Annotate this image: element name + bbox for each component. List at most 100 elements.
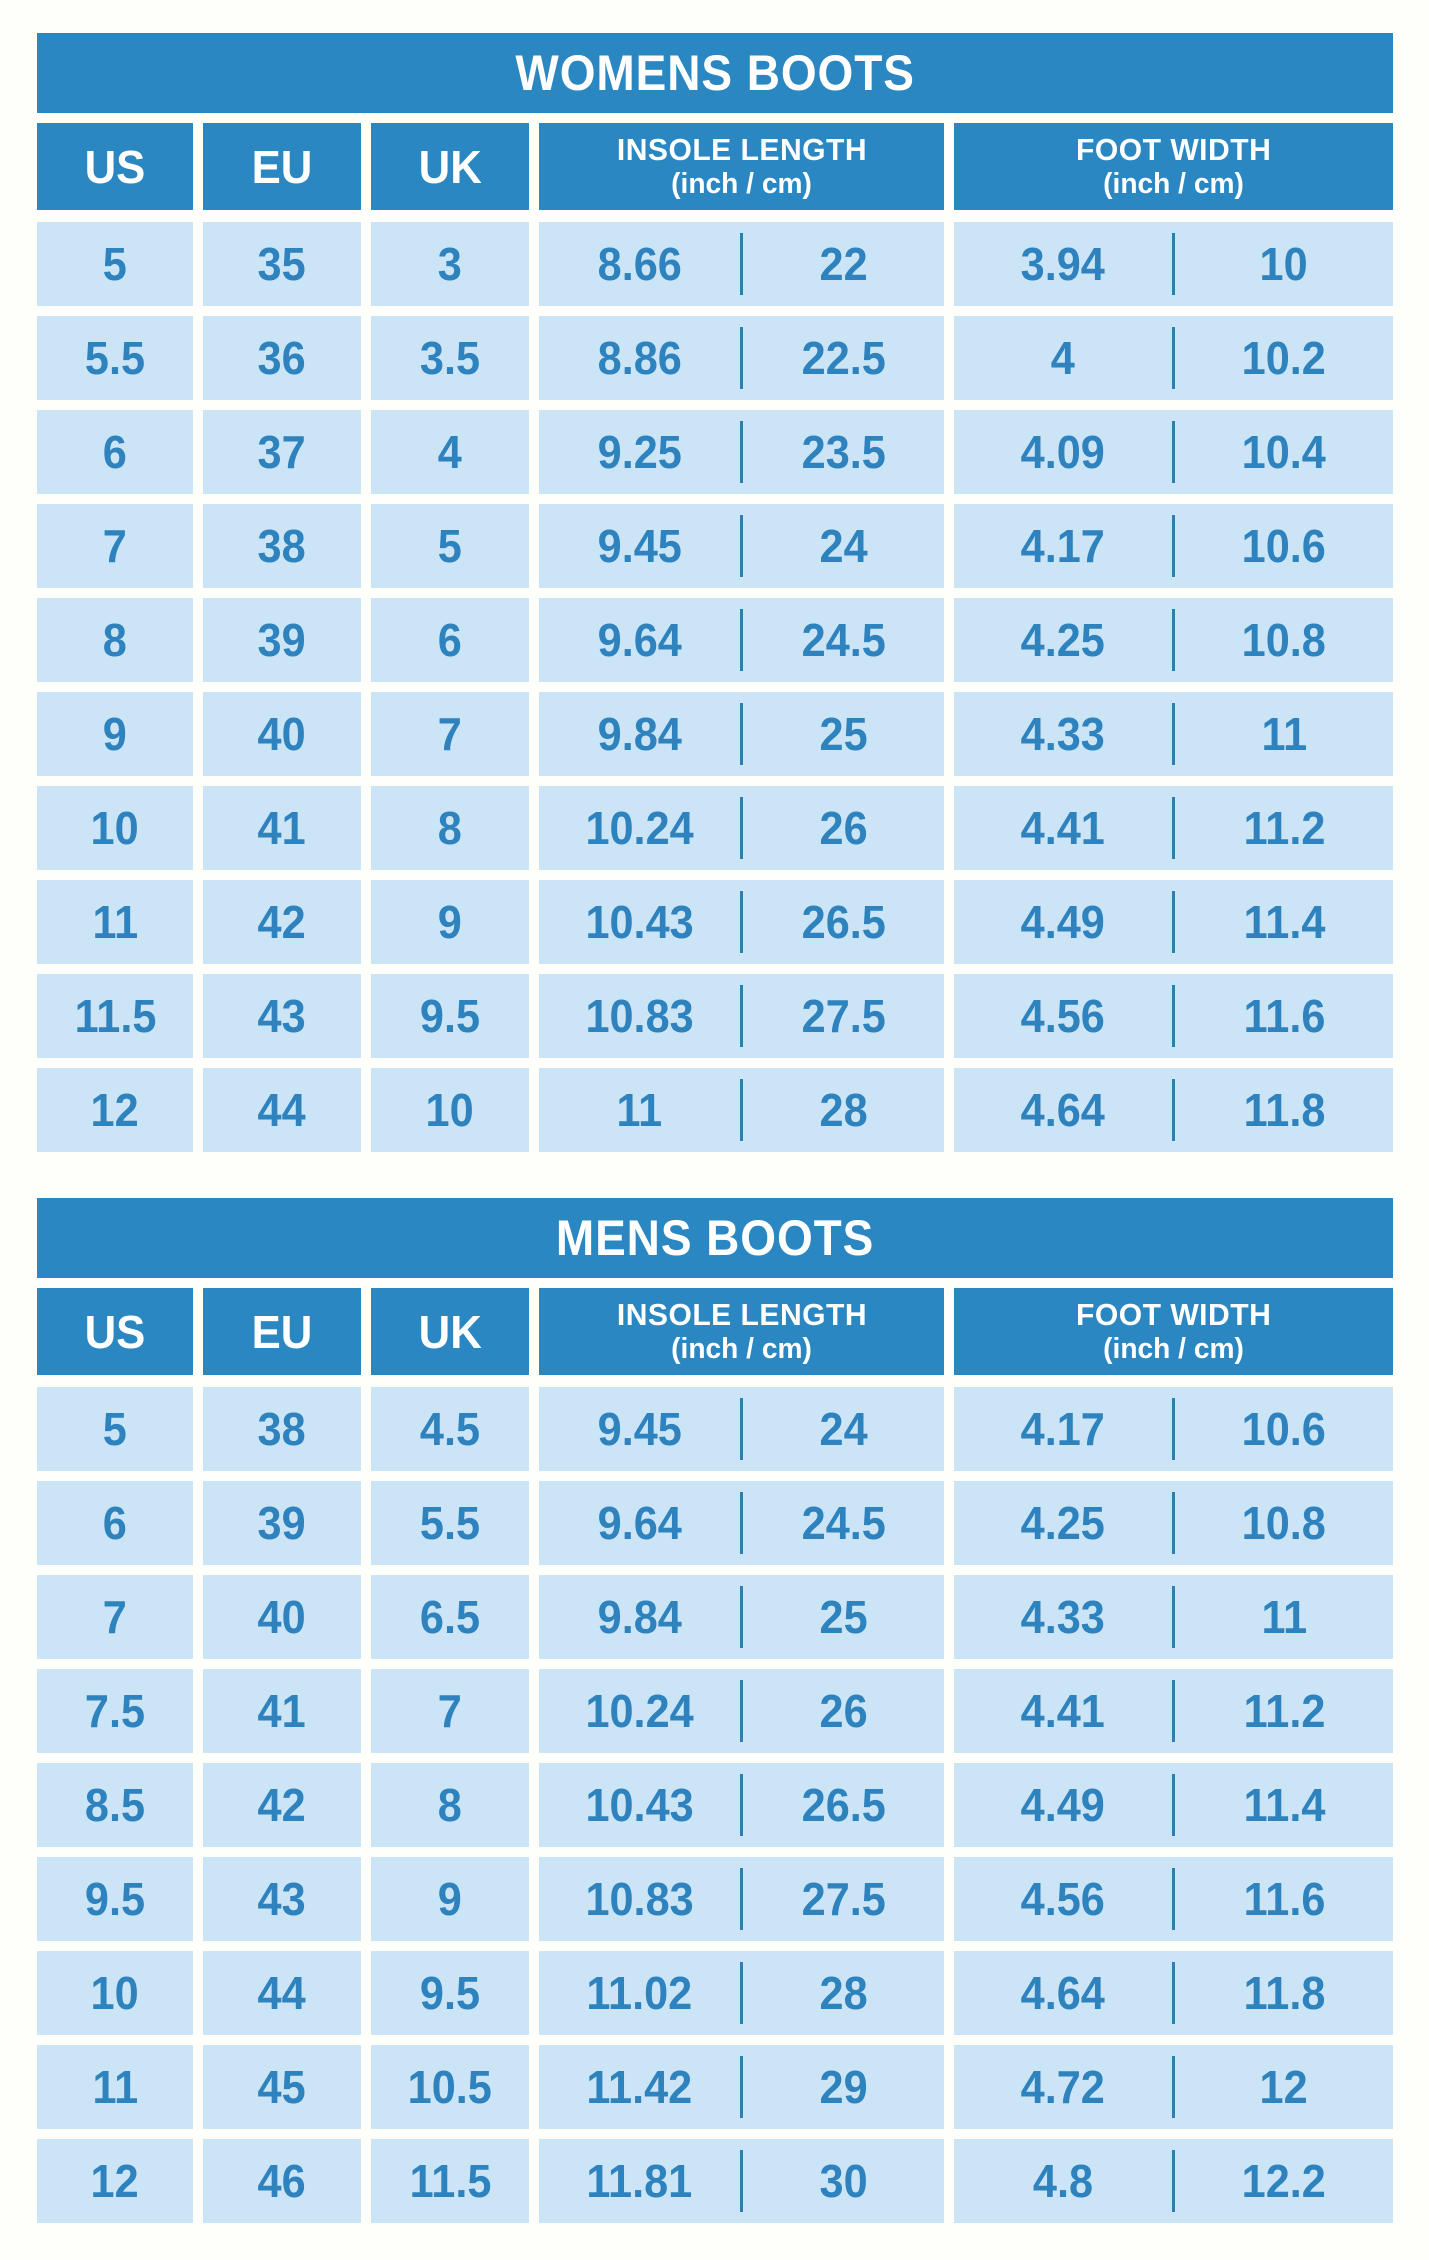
size-row: 5 35 3 8.66 22 3.94 10	[37, 222, 1393, 306]
womens-boots-table: WOMENS BOOTS US EU UK INSOLE LENGTH (inc…	[37, 33, 1393, 1162]
cell-divider	[740, 985, 743, 1047]
width-inch-value: 4.09	[1020, 426, 1106, 478]
foot-width-cell: 4.17 10.6	[954, 504, 1393, 588]
eu-size-cell: 36	[203, 316, 361, 400]
foot-width-cell: 4.33 11	[954, 692, 1393, 776]
uk-size-cell: 7	[371, 692, 529, 776]
insole-length-cell: 11.02 28	[539, 1951, 944, 2035]
cell-divider	[740, 797, 743, 859]
column-header-uk: UK	[371, 123, 529, 210]
uk-size-cell: 9	[371, 880, 529, 964]
width-inch-value: 4.56	[1020, 1873, 1106, 1925]
width-inch-value: 4.49	[1020, 1779, 1106, 1831]
eu-size-cell: 38	[203, 504, 361, 588]
cell-divider	[740, 1774, 743, 1836]
eu-size-cell: 39	[203, 1481, 361, 1565]
insole-inch-value: 9.45	[597, 520, 682, 572]
eu-size-cell: 43	[203, 974, 361, 1058]
cell-divider	[1172, 515, 1175, 577]
insole-length-cell: 11 28	[539, 1068, 944, 1152]
width-inch-value: 4.72	[1020, 2061, 1106, 2113]
width-inch-value: 4.64	[1020, 1084, 1106, 1136]
us-size-cell: 5	[37, 1387, 193, 1471]
cell-divider	[740, 891, 743, 953]
width-cm-value: 11.6	[1243, 990, 1325, 1042]
insole-inch-value: 10.43	[585, 896, 694, 948]
width-inch-value: 4.33	[1020, 708, 1106, 760]
us-size-cell: 7	[37, 1575, 193, 1659]
womens-table-title: WOMENS BOOTS	[515, 45, 915, 101]
cell-divider	[1172, 2056, 1175, 2118]
uk-size-cell: 7	[371, 1669, 529, 1753]
width-cm-value: 10.6	[1241, 520, 1327, 572]
cell-divider	[740, 1680, 743, 1742]
insole-length-cell: 9.45 24	[539, 504, 944, 588]
insole-cm-value: 26	[819, 802, 868, 854]
size-row: 11.5 43 9.5 10.83 27.5 4.56 11.6	[37, 974, 1393, 1058]
insole-cm-value: 25	[819, 1591, 868, 1643]
width-cm-value: 10.8	[1241, 1497, 1327, 1549]
foot-width-cell: 4.33 11	[954, 1575, 1393, 1659]
eu-size-cell: 41	[203, 786, 361, 870]
size-row: 11 42 9 10.43 26.5 4.49 11.4	[37, 880, 1393, 964]
cell-divider	[1172, 1962, 1175, 2024]
insole-cm-value: 24	[819, 520, 868, 572]
cell-divider	[1172, 985, 1175, 1047]
column-header-eu: EU	[203, 123, 361, 210]
eu-size-cell: 40	[203, 692, 361, 776]
us-size-cell: 11	[37, 2045, 193, 2129]
cell-divider	[740, 233, 743, 295]
width-cm-value: 11.8	[1243, 1967, 1325, 2019]
insole-cm-value: 23.5	[801, 426, 886, 478]
insole-cm-value: 26.5	[801, 896, 886, 948]
insole-length-cell: 10.43 26.5	[539, 880, 944, 964]
insole-inch-value: 10.83	[585, 990, 694, 1042]
us-size-cell: 10	[37, 786, 193, 870]
us-size-cell: 6	[37, 410, 193, 494]
eu-size-cell: 42	[203, 1763, 361, 1847]
us-size-cell: 10	[37, 1951, 193, 2035]
us-size-cell: 9.5	[37, 1857, 193, 1941]
insole-cm-value: 27.5	[801, 990, 886, 1042]
size-row: 10 44 9.5 11.02 28 4.64 11.8	[37, 1951, 1393, 2035]
eu-size-cell: 45	[203, 2045, 361, 2129]
size-row: 11 45 10.5 11.42 29 4.72 12	[37, 2045, 1393, 2129]
column-header-insole-length: INSOLE LENGTH (inch / cm)	[539, 1288, 944, 1375]
insole-length-cell: 8.86 22.5	[539, 316, 944, 400]
width-inch-value: 4.25	[1020, 614, 1106, 666]
us-size-cell: 7.5	[37, 1669, 193, 1753]
width-inch-value: 4.8	[1032, 2155, 1094, 2207]
insole-inch-value: 10.83	[585, 1873, 694, 1925]
eu-size-cell: 35	[203, 222, 361, 306]
width-cm-value: 11.2	[1243, 802, 1325, 854]
foot-width-cell: 4.72 12	[954, 2045, 1393, 2129]
cell-divider	[1172, 2150, 1175, 2212]
uk-size-cell: 8	[371, 1763, 529, 1847]
foot-width-cell: 3.94 10	[954, 222, 1393, 306]
width-inch-value: 4.56	[1020, 990, 1106, 1042]
uk-size-cell: 11.5	[371, 2139, 529, 2223]
cell-divider	[740, 703, 743, 765]
foot-width-cell: 4.56 11.6	[954, 974, 1393, 1058]
insole-length-cell: 8.66 22	[539, 222, 944, 306]
column-header-us: US	[37, 123, 193, 210]
insole-inch-value: 9.64	[597, 614, 682, 666]
us-size-cell: 8	[37, 598, 193, 682]
insole-length-cell: 9.64 24.5	[539, 598, 944, 682]
width-cm-value: 12	[1259, 2061, 1309, 2113]
foot-width-cell: 4.25 10.8	[954, 598, 1393, 682]
foot-width-cell: 4.41 11.2	[954, 1669, 1393, 1753]
us-size-cell: 8.5	[37, 1763, 193, 1847]
width-inch-value: 4.25	[1020, 1497, 1106, 1549]
insole-cm-value: 22	[819, 238, 868, 290]
womens-table-title-bar: WOMENS BOOTS	[37, 33, 1393, 113]
cell-divider	[740, 1492, 743, 1554]
cell-divider	[740, 515, 743, 577]
uk-size-cell: 4	[371, 410, 529, 494]
cell-divider	[740, 327, 743, 389]
width-cm-value: 11.2	[1243, 1685, 1325, 1737]
size-row: 7 40 6.5 9.84 25 4.33 11	[37, 1575, 1393, 1659]
foot-width-cell: 4 10.2	[954, 316, 1393, 400]
width-cm-value: 11	[1261, 1591, 1307, 1643]
insole-length-cell: 9.45 24	[539, 1387, 944, 1471]
